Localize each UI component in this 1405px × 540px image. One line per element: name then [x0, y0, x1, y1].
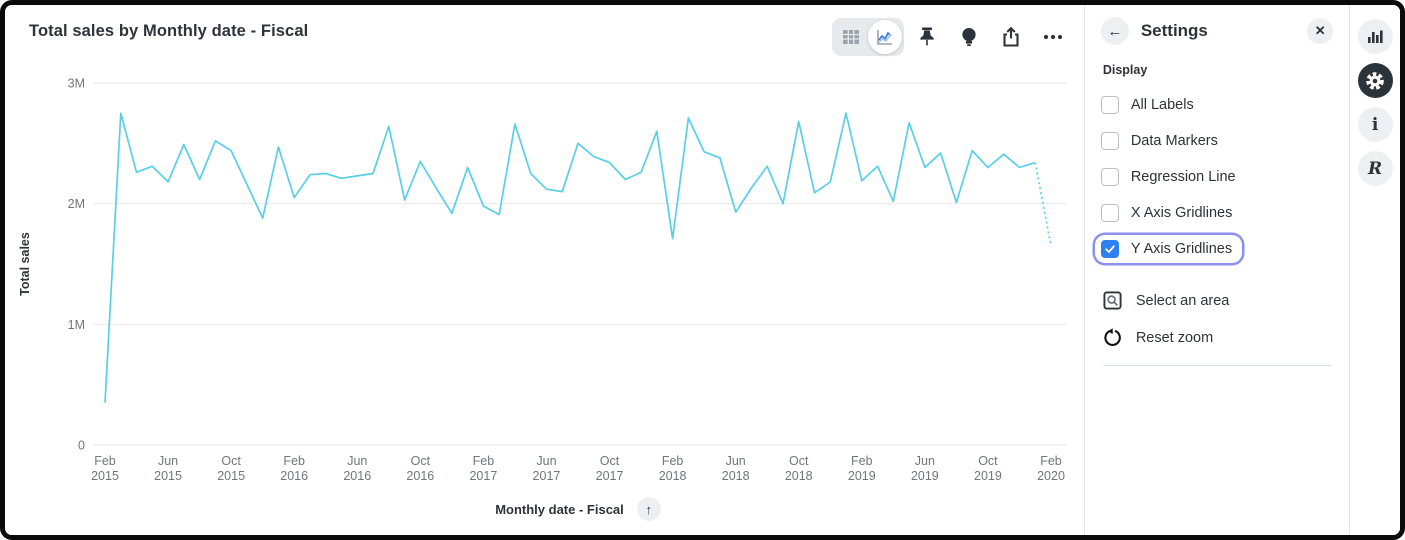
close-button[interactable]: ✕	[1307, 18, 1334, 44]
sort-ascending-button[interactable]: ↑	[636, 497, 661, 521]
lightbulb-button[interactable]	[950, 18, 988, 56]
svg-text:2017: 2017	[596, 469, 624, 483]
checkbox-row-y-axis-gridlines[interactable]: Y Axis Gridlines	[1095, 235, 1242, 263]
svg-text:2019: 2019	[974, 469, 1002, 483]
svg-text:Jun: Jun	[347, 454, 367, 468]
svg-text:2017: 2017	[469, 469, 497, 483]
svg-text:Feb: Feb	[851, 454, 873, 468]
checkbox-row-all-labels[interactable]: All Labels	[1095, 91, 1204, 119]
settings-panel: ← Settings ✕ Display All Labels Data Mar…	[1083, 5, 1350, 535]
svg-text:Oct: Oct	[411, 454, 431, 468]
settings-title: Settings	[1140, 21, 1208, 40]
svg-text:Oct: Oct	[978, 454, 998, 468]
svg-text:2016: 2016	[343, 469, 371, 483]
svg-text:Jun: Jun	[536, 454, 556, 468]
checkbox-unchecked-icon	[1100, 96, 1119, 114]
r-logo-icon: R	[1367, 158, 1383, 179]
checkbox-unchecked-icon	[1100, 132, 1119, 150]
checkbox-label: Regression Line	[1130, 169, 1236, 185]
r-integration-button[interactable]: R	[1357, 151, 1393, 186]
checkbox-label: All Labels	[1130, 97, 1194, 113]
x-axis-title-row: Monthly date - Fiscal ↑	[105, 497, 1051, 521]
svg-text:2020: 2020	[1037, 469, 1065, 483]
visualization-button[interactable]	[1357, 19, 1393, 54]
y-axis-title: Total sales	[18, 232, 32, 296]
panel-divider	[1102, 365, 1332, 366]
pin-button[interactable]	[908, 18, 946, 56]
checkbox-row-data-markers[interactable]: Data Markers	[1095, 127, 1228, 155]
bar-chart-icon	[1368, 30, 1383, 43]
svg-text:2015: 2015	[217, 469, 245, 483]
reset-zoom-button[interactable]: Reset zoom	[1101, 320, 1333, 355]
svg-text:2015: 2015	[91, 469, 119, 483]
svg-text:2018: 2018	[722, 469, 750, 483]
pin-icon	[920, 27, 934, 46]
svg-text:Feb: Feb	[473, 454, 495, 468]
svg-text:2018: 2018	[785, 469, 813, 483]
svg-text:Oct: Oct	[789, 454, 809, 468]
x-axis-title: Monthly date - Fiscal	[495, 501, 624, 517]
svg-text:2016: 2016	[280, 469, 308, 483]
checkbox-row-x-axis-gridlines[interactable]: X Axis Gridlines	[1095, 199, 1243, 227]
more-options-button[interactable]	[1034, 18, 1072, 56]
share-button[interactable]	[992, 18, 1030, 56]
svg-text:2017: 2017	[533, 469, 561, 483]
line-chart-canvas[interactable]: 01M2M3MFeb2015Jun2015Oct2015Feb2016Jun20…	[5, 5, 1087, 490]
svg-text:Oct: Oct	[600, 454, 620, 468]
back-arrow-icon: ←	[1107, 22, 1123, 40]
svg-text:2019: 2019	[848, 469, 876, 483]
action-label: Select an area	[1135, 292, 1230, 309]
view-toggle	[831, 18, 904, 56]
svg-text:2019: 2019	[911, 469, 939, 483]
settings-gear-button[interactable]	[1357, 63, 1393, 98]
chart-view-button[interactable]	[867, 20, 902, 54]
checkbox-unchecked-icon	[1100, 204, 1119, 222]
svg-text:2018: 2018	[659, 469, 687, 483]
svg-text:Feb: Feb	[283, 454, 305, 468]
svg-text:Jun: Jun	[915, 454, 935, 468]
settings-header: ← Settings ✕	[1100, 17, 1334, 45]
back-button[interactable]: ←	[1100, 17, 1129, 45]
share-icon	[1003, 26, 1019, 47]
info-icon: i	[1371, 114, 1379, 135]
info-button[interactable]: i	[1357, 107, 1393, 142]
svg-text:Feb: Feb	[662, 454, 684, 468]
checkbox-row-regression-line[interactable]: Regression Line	[1095, 163, 1246, 191]
table-view-button[interactable]	[834, 20, 868, 54]
arrow-up-icon: ↑	[645, 501, 653, 517]
svg-text:2016: 2016	[406, 469, 434, 483]
page-title: Total sales by Monthly date - Fiscal	[29, 22, 309, 40]
area-select-icon	[1103, 291, 1122, 310]
svg-text:Oct: Oct	[221, 454, 241, 468]
svg-text:3M: 3M	[68, 77, 85, 91]
checkbox-label: Y Axis Gridlines	[1130, 241, 1233, 257]
svg-text:2M: 2M	[68, 197, 85, 211]
checkbox-unchecked-icon	[1100, 168, 1119, 186]
close-icon: ✕	[1314, 23, 1326, 38]
line-chart-view-icon	[877, 30, 892, 45]
chart-toolbar	[831, 18, 1072, 56]
svg-text:Jun: Jun	[726, 454, 746, 468]
svg-text:Feb: Feb	[94, 454, 116, 468]
checkbox-label: X Axis Gridlines	[1130, 205, 1233, 221]
reset-zoom-icon	[1104, 328, 1121, 346]
checkbox-label: Data Markers	[1130, 133, 1218, 149]
display-section-label: Display	[1102, 63, 1148, 77]
select-area-button[interactable]: Select an area	[1101, 283, 1333, 318]
chart-card: Total sales by Monthly date - Fiscal	[5, 5, 1084, 535]
gear-icon	[1366, 71, 1384, 90]
table-view-icon	[842, 30, 859, 44]
svg-text:0: 0	[78, 439, 85, 453]
lightbulb-icon	[962, 28, 976, 46]
action-label: Reset zoom	[1135, 329, 1214, 346]
svg-text:1M: 1M	[68, 318, 85, 332]
right-icon-rail: i R	[1349, 5, 1400, 535]
ellipsis-icon	[1043, 34, 1062, 40]
svg-text:2015: 2015	[154, 469, 182, 483]
svg-text:Feb: Feb	[1040, 454, 1062, 468]
checkbox-checked-icon	[1100, 240, 1119, 258]
svg-text:Jun: Jun	[158, 454, 178, 468]
